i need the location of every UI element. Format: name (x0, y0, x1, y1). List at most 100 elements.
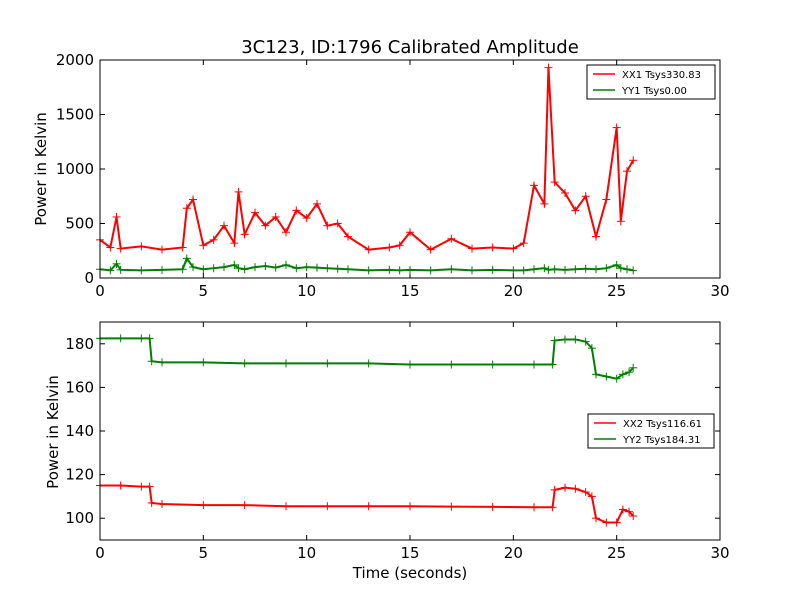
bottom-series-line-0 (100, 484, 634, 524)
top-series-0-point-44 (612, 123, 621, 132)
bottom-series-0-point-17 (561, 483, 569, 492)
bottom-series-0-point-24 (618, 505, 627, 514)
bottom-series-1-point-6 (199, 358, 208, 367)
top-series-1-point-13 (234, 264, 243, 273)
bottom-series-0-point-4 (147, 498, 156, 507)
top-xtick-label-1: 5 (199, 282, 209, 300)
top-series-1-point-38 (550, 265, 559, 274)
top-series-1-point-44 (612, 260, 621, 269)
top-series-1-point-4 (137, 266, 146, 275)
top-series-0-point-29 (426, 245, 435, 254)
top-series-0-point-27 (395, 241, 404, 250)
top-series-1-point-17 (271, 263, 280, 272)
top-series-1-point-14 (240, 265, 249, 274)
top-series-1-point-27 (395, 266, 404, 275)
top-series-0-point-33 (509, 244, 518, 253)
bottom-series-0-point-14 (530, 503, 538, 512)
top-series-1-point-12 (230, 260, 239, 269)
top-series-0-point-36 (540, 199, 549, 208)
bottom-series-1-point-13 (488, 360, 497, 369)
top-chart-series (96, 63, 638, 275)
bottom-series-1-point-1 (116, 334, 125, 343)
bottom-series-1-point-14 (530, 360, 538, 369)
top-series-1-point-29 (426, 266, 435, 275)
bottom-chart-ticks: 0 5 10 15 20 25 30 100 120 140 160 180 (65, 322, 730, 562)
bottom-ytick-label-4: 180 (65, 335, 94, 353)
top-series-0-point-28 (406, 228, 414, 237)
top-series-0-point-22 (323, 221, 332, 230)
top-chart-legend: XX1 Tsys330.83 YY1 Tsys0.00 (586, 64, 716, 100)
top-series-0-point-32 (488, 243, 497, 252)
top-xtick-label-5: 25 (607, 282, 626, 300)
top-series-1-point-1 (106, 266, 115, 275)
top-series-line-1 (99, 256, 634, 272)
top-ytick-label-4: 2000 (56, 51, 94, 69)
top-series-0-point-14 (240, 230, 249, 239)
top-xtick-label-3: 15 (400, 282, 419, 300)
bottom-series-1-point-16 (550, 336, 559, 345)
top-series-1-point-39 (561, 265, 569, 274)
top-series-1-point-40 (571, 265, 580, 274)
bottom-xtick-label-3: 15 (400, 544, 419, 562)
top-series-0-point-15 (251, 208, 259, 217)
bottom-series-1-point-7 (240, 359, 249, 368)
top-series-0-point-34 (519, 239, 528, 248)
bottom-ytick-label-3: 160 (65, 378, 94, 396)
top-series-1-point-41 (581, 264, 590, 273)
top-series-1-point-11 (220, 263, 228, 272)
top-series-0-point-11 (220, 221, 228, 230)
bottom-series-0-point-20 (587, 492, 596, 501)
bottom-series-1-point-11 (406, 360, 414, 369)
top-series-0-point-16 (261, 221, 270, 230)
top-series-0-point-37 (544, 63, 553, 72)
bottom-xtick-label-0: 0 (95, 544, 105, 562)
top-series-1-point-35 (530, 265, 538, 274)
bottom-series-0-point-1 (116, 481, 125, 490)
bottom-xtick-label-2: 10 (297, 544, 316, 562)
top-series-0-point-46 (623, 167, 631, 176)
top-series-0-point-21 (313, 199, 321, 208)
bottom-series-1-point-10 (364, 359, 373, 368)
top-series-1-point-7 (182, 254, 191, 263)
bottom-chart-xlabel: Time (seconds) (352, 564, 468, 582)
top-series-1-point-10 (209, 264, 218, 273)
top-series-0-point-39 (561, 188, 569, 197)
bottom-series-1-point-22 (602, 372, 611, 381)
top-series-1-point-36 (540, 264, 549, 273)
top-series-0-point-23 (333, 219, 342, 228)
bottom-chart-series (96, 334, 638, 527)
top-series-0-point-47 (629, 156, 638, 165)
bottom-series-0-point-6 (199, 501, 208, 510)
top-series-1-point-22 (323, 264, 332, 273)
top-series-1-point-37 (544, 265, 553, 274)
top-series-1-point-43 (602, 264, 611, 273)
top-series-0-point-20 (302, 214, 311, 223)
top-series-0-point-18 (282, 228, 290, 237)
top-series-1-point-8 (189, 263, 197, 272)
top-series-1-point-28 (406, 265, 414, 274)
bottom-series-1-point-19 (581, 337, 590, 346)
top-series-1-point-19 (292, 264, 301, 273)
top-series-1-point-47 (629, 266, 638, 275)
bottom-series-0-point-12 (447, 502, 456, 511)
bottom-series-0-point-21 (592, 514, 600, 523)
top-ytick-label-1: 500 (65, 215, 94, 233)
top-series-1-point-21 (313, 263, 321, 272)
top-series-0-point-24 (344, 232, 352, 241)
top-series-1-point-15 (251, 263, 259, 272)
bottom-series-0-point-13 (488, 502, 497, 511)
bottom-series-1-point-2 (137, 334, 146, 343)
top-xtick-label-0: 0 (95, 282, 105, 300)
bottom-series-1-point-26 (629, 363, 638, 372)
bottom-series-0-point-25 (625, 507, 634, 516)
top-chart-title: 3C123, ID:1796 Calibrated Amplitude (241, 37, 579, 58)
top-series-0-point-17 (271, 212, 280, 221)
top-chart-ticks: 0 5 10 15 20 25 30 0 500 1000 1500 2000 (56, 51, 730, 300)
top-series-1-point-9 (199, 265, 208, 274)
top-series-0-point-30 (447, 234, 456, 243)
bottom-xtick-label-6: 30 (710, 544, 729, 562)
bottom-series-0-point-3 (145, 482, 154, 491)
top-series-1-point-16 (261, 262, 270, 271)
bottom-chart-legend: XX2 Tsys116.61 YY2 Tsys184.31 (587, 413, 715, 449)
top-series-1-point-5 (158, 265, 166, 274)
